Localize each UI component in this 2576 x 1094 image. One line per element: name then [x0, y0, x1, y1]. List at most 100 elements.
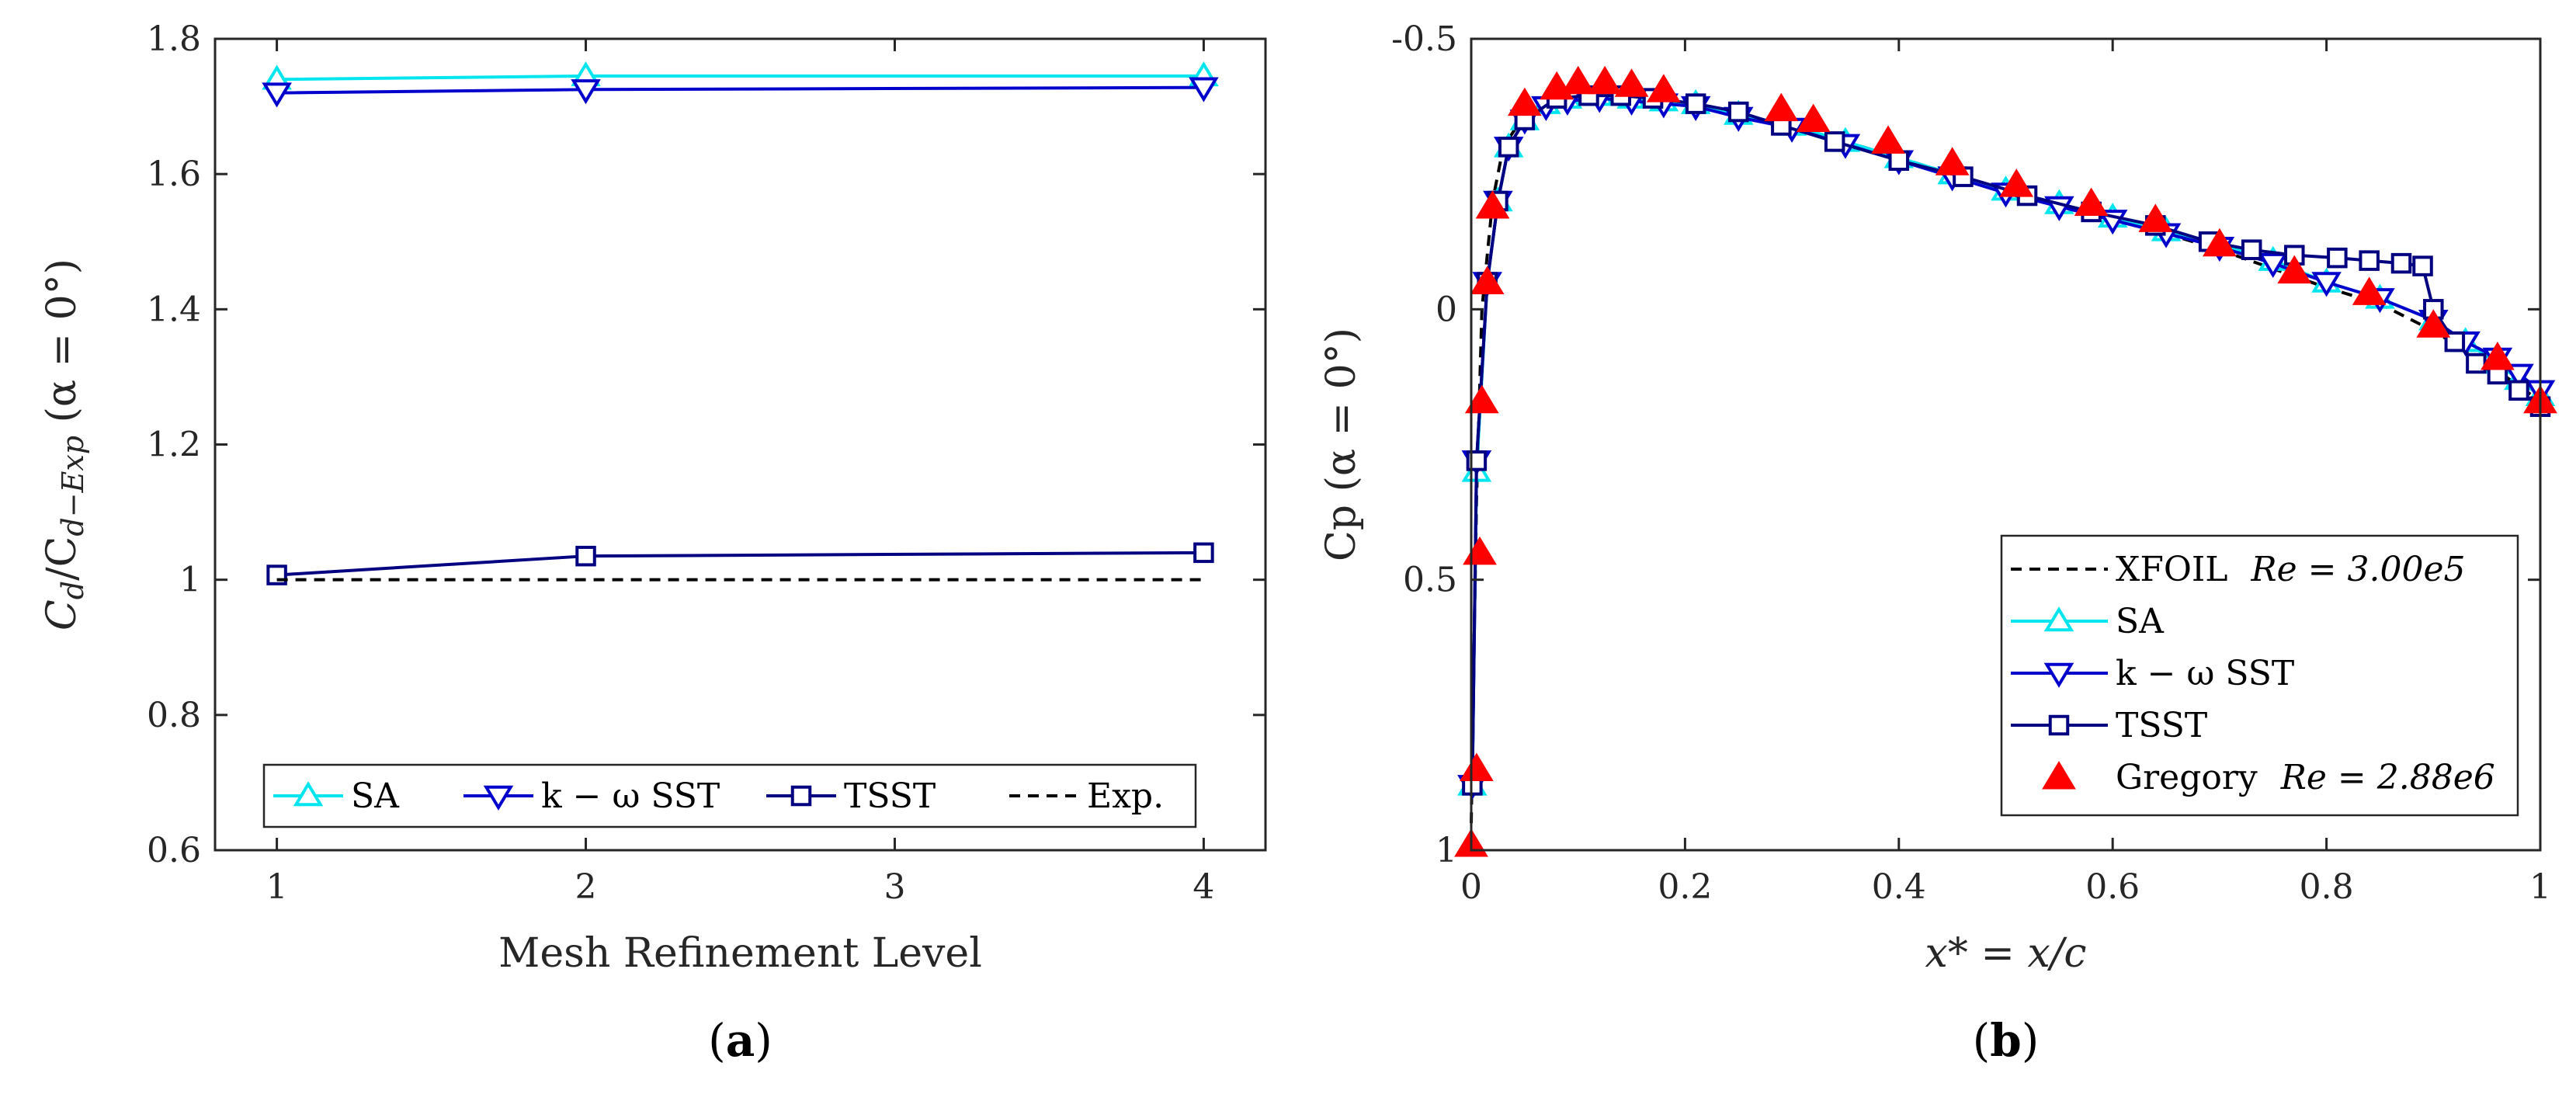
- y-tick-label: 1.2: [147, 425, 201, 465]
- data-point: [2203, 227, 2237, 257]
- y-tick-label: 0: [1436, 290, 1457, 329]
- x-tick-label: 0.8: [2300, 867, 2354, 907]
- legend-label: SA: [2116, 602, 2165, 641]
- legend-item: SA: [273, 776, 400, 816]
- data-point: [1646, 74, 1681, 102]
- legend-item: Gregory Re = 2.88e6: [2042, 758, 2495, 797]
- legend-item: Exp.: [1009, 776, 1164, 816]
- data-point: [1824, 131, 1845, 152]
- data-point: [1193, 542, 1214, 564]
- legend-item: TSST: [2011, 706, 2207, 745]
- data-point: [2412, 255, 2433, 276]
- y-tick-label: 1: [179, 561, 201, 600]
- legend-marker: [2042, 761, 2076, 790]
- legend-item: k − ω SST: [2011, 654, 2294, 693]
- legend-label: Gregory Re = 2.88e6: [2116, 758, 2495, 797]
- legend-marker: [790, 785, 812, 807]
- data-point: [2258, 252, 2289, 279]
- data-point: [2416, 309, 2451, 338]
- series-line: [276, 74, 1204, 82]
- legend-item: k − ω SST: [463, 776, 720, 816]
- legend-label: TSST: [844, 776, 936, 816]
- legend-box-a: [262, 763, 1197, 828]
- legend-marker: [293, 781, 324, 807]
- legend-label: k − ω SST: [2116, 654, 2294, 693]
- legend-label: TSST: [2116, 706, 2207, 745]
- data-point: [1588, 65, 1623, 95]
- legend-b: XFOIL Re = 3.00e5 SA k − ω SST TSST Gregory Re…: [2000, 534, 2519, 817]
- y-tick-label: 1.6: [147, 155, 201, 194]
- series-line: [276, 550, 1204, 577]
- x-tick-label: 0.6: [2085, 867, 2140, 907]
- legend-label: Exp.: [1087, 776, 1164, 816]
- legend-label: SA: [351, 776, 400, 816]
- y-tick-label: 0.8: [147, 696, 201, 735]
- y-tick-label: 1.8: [147, 19, 201, 59]
- data-point: [2138, 203, 2173, 232]
- legend-marker: [483, 785, 514, 811]
- legend-item: SA: [2011, 602, 2165, 641]
- y-tick-label: -0.5: [1391, 19, 1457, 59]
- data-point: [2481, 342, 2515, 370]
- data-point: [1475, 189, 1510, 219]
- data-point: [2311, 272, 2342, 297]
- data-point: [2444, 331, 2466, 353]
- data-point: [1999, 168, 2034, 197]
- data-point: [2241, 239, 2262, 260]
- legend-marker: [2043, 606, 2074, 632]
- data-point: [1764, 92, 1799, 122]
- legend-marker: [2048, 714, 2070, 736]
- data-point: [1498, 137, 1519, 158]
- legend-extra: Re = 2.88e6: [2280, 758, 2495, 797]
- x-tick-label: 1: [266, 867, 288, 907]
- series-k-sst: [262, 77, 1219, 108]
- y-axis-label-b: Cp (α = 0°): [1318, 328, 1365, 561]
- caption-a: (a): [708, 1014, 772, 1067]
- legend-a: SA k − ω SST TSST Exp.: [262, 763, 1197, 828]
- data-point: [1460, 752, 1494, 781]
- x-tick-label: 2: [575, 867, 597, 907]
- x-tick-label: 0: [1460, 867, 1482, 907]
- data-point: [2508, 380, 2529, 401]
- legend-label: k − ω SST: [541, 776, 720, 816]
- legend-item: XFOIL Re = 3.00e5: [2011, 550, 2466, 589]
- x-tick-label: 0.4: [1872, 867, 1926, 907]
- data-point: [1189, 77, 1219, 102]
- data-point: [1470, 266, 1505, 294]
- data-point: [1464, 384, 1499, 414]
- x-tick-label: 4: [1193, 867, 1214, 907]
- y-tick-label: 0.5: [1403, 561, 1457, 600]
- data-point: [2504, 363, 2534, 389]
- data-point: [2327, 247, 2348, 269]
- data-point: [1935, 147, 1970, 175]
- data-point: [2074, 187, 2109, 216]
- data-point: [1685, 93, 1706, 114]
- legend-marker: [2043, 662, 2074, 688]
- panel-b: 0 0.2 0.4 0.6 0.8 1 -0.5 0 0.5 1 Cp (α = 0°) x* =…: [1318, 19, 2557, 1067]
- data-point: [1728, 101, 1749, 123]
- y-tick-label: 1.4: [147, 290, 201, 329]
- data-point: [2390, 252, 2412, 274]
- x-tick-label: 1: [2529, 867, 2551, 907]
- data-point: [1871, 125, 1905, 154]
- data-point: [1796, 103, 1831, 132]
- panel-a: 1 2 3 4 0.6 0.8 1 1.2 1.4 1.6 1.8 Cd/Cd−Exp (α = 0…: [39, 19, 1267, 1067]
- legend-extra: Re = 3.00e5: [2251, 550, 2466, 589]
- data-point: [1507, 87, 1542, 116]
- data-point: [1614, 68, 1649, 97]
- y-axis-label-a: Cd/Cd−Exp (α = 0°): [39, 259, 90, 630]
- legend-item: TSST: [766, 776, 936, 816]
- series-sa: [262, 61, 1219, 90]
- data-point: [571, 79, 601, 105]
- x-tick-label: 0.2: [1658, 867, 1712, 907]
- y-tick-label: 0.6: [147, 831, 201, 870]
- data-point: [575, 545, 596, 567]
- series-tsst: [266, 542, 1214, 585]
- caption-b: (b): [1973, 1014, 2040, 1067]
- y-tick-label: 1: [1436, 831, 1457, 870]
- x-tick-label: 3: [884, 867, 905, 907]
- data-point: [1561, 65, 1595, 95]
- legend-box-b: [2000, 534, 2519, 817]
- data-point: [2352, 276, 2387, 305]
